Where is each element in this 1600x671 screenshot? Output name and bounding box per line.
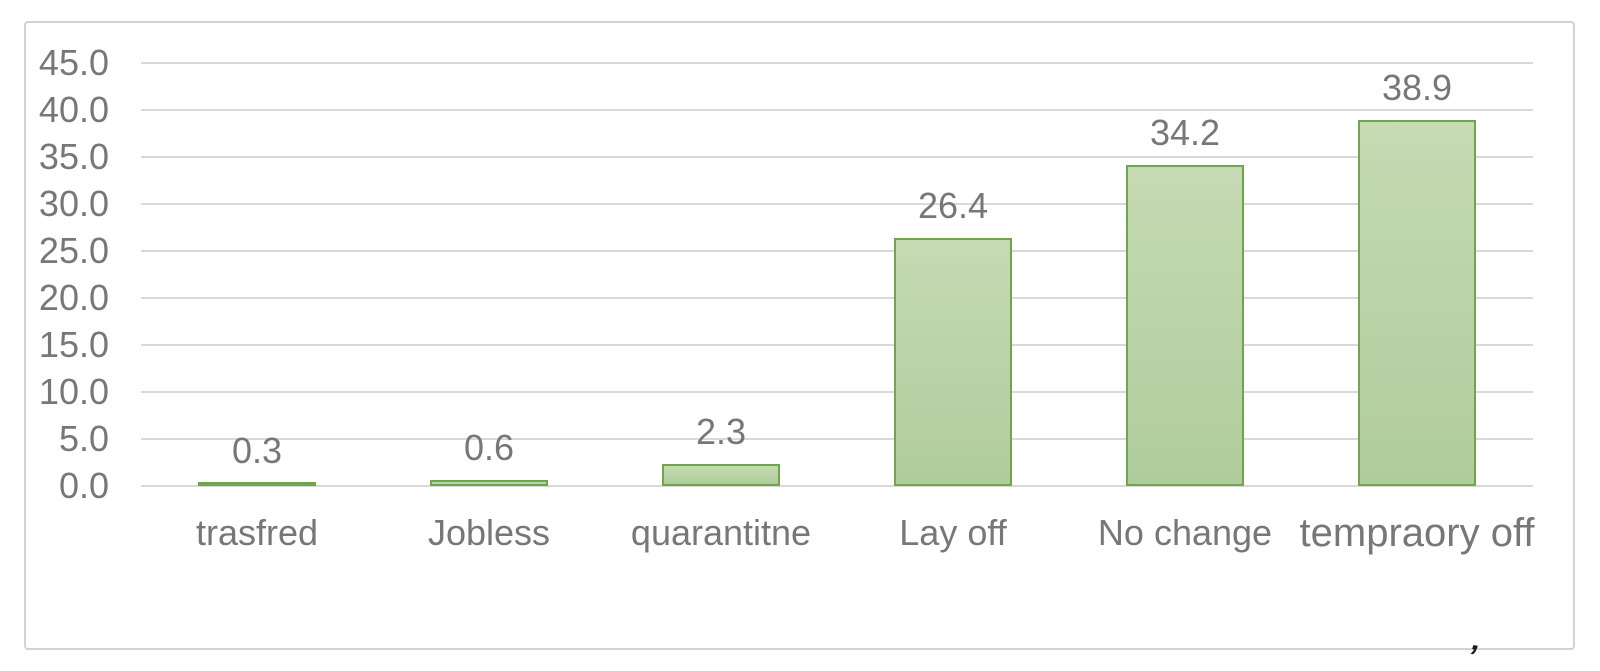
- x-axis-label-lay-off: Lay off: [899, 512, 1007, 553]
- bar-value-label-tempraory-off: 38.9: [1381, 67, 1453, 109]
- chart-frame: 0.0 5.0 10.0 15.0 20.0 25.0 30.0 35.0 40.0 45.0 0.…: [24, 21, 1575, 650]
- gridline: [141, 156, 1533, 158]
- y-tick-label: 35.0: [38, 136, 109, 177]
- x-axis-label-tempraory-off: tempraory off: [1299, 511, 1535, 555]
- y-tick-label: 30.0: [38, 183, 109, 224]
- x-axis-label-no-change: No change: [1097, 512, 1273, 553]
- y-tick-label: 0.0: [58, 465, 109, 506]
- gridline: [141, 438, 1533, 440]
- bar-jobless: [430, 480, 548, 486]
- y-tick-label: 10.0: [38, 371, 109, 412]
- y-tick-label: 20.0: [38, 277, 109, 318]
- x-axis-label-jobless: Jobless: [427, 512, 551, 553]
- gridline: [141, 203, 1533, 205]
- gridline: [141, 485, 1533, 487]
- y-tick-label: 15.0: [38, 324, 109, 365]
- y-tick-label: 45.0: [38, 42, 109, 83]
- y-tick-label: 5.0: [58, 418, 109, 459]
- x-axis-label-trasfred: trasfred: [195, 512, 319, 553]
- bar-value-label-quarantitne: 2.3: [695, 411, 747, 453]
- bar-no-change: [1126, 164, 1244, 486]
- gridline: [141, 391, 1533, 393]
- x-axis-label-quarantitne: quarantitne: [630, 512, 812, 553]
- bar-quarantitne: [662, 464, 780, 486]
- gridline: [141, 297, 1533, 299]
- gridline: [141, 109, 1533, 111]
- plot-area: 0.0 5.0 10.0 15.0 20.0 25.0 30.0 35.0 40.0 45.0 0.…: [39, 43, 1535, 556]
- gridline: [141, 344, 1533, 346]
- gridline: [141, 250, 1533, 252]
- gridline: [141, 62, 1533, 64]
- bar-trasfred: [198, 482, 316, 486]
- bar-value-label-trasfred: 0.3: [231, 430, 283, 472]
- bar-value-label-lay-off: 26.4: [917, 184, 989, 226]
- bar-value-label-no-change: 34.2: [1149, 111, 1221, 153]
- y-tick-label: 40.0: [38, 89, 109, 130]
- bar-tempraory-off: [1358, 120, 1476, 486]
- y-tick-label: 25.0: [38, 230, 109, 271]
- bar-value-label-jobless: 0.6: [463, 427, 515, 469]
- bar-lay-off: [894, 237, 1012, 486]
